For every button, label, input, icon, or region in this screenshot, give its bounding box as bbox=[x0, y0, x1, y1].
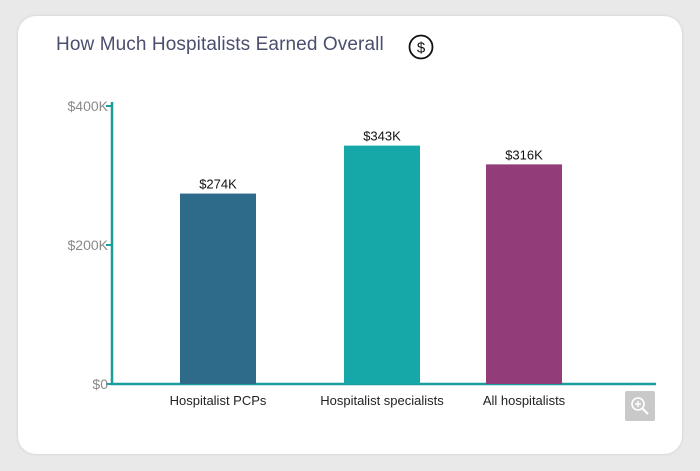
chart-title: How Much Hospitalists Earned Overall bbox=[56, 34, 384, 55]
chart-card: How Much Hospitalists Earned Overall $ $… bbox=[18, 16, 682, 454]
bar[interactable] bbox=[180, 193, 256, 384]
bar-value-label: $316K bbox=[505, 147, 543, 162]
bar-value-label: $343K bbox=[363, 129, 401, 144]
zoom-in-button[interactable] bbox=[625, 391, 655, 421]
zoom-in-icon bbox=[631, 397, 649, 415]
svg-text:$: $ bbox=[417, 40, 426, 57]
category-label: Hospitalist PCPs bbox=[170, 393, 267, 408]
bar-chart: $0 $200K $400K $274K Hospitalist PCPs $343K Ho… bbox=[68, 98, 656, 408]
dollar-circle-icon: $ bbox=[408, 34, 434, 60]
category-label: Hospitalist specialists bbox=[320, 393, 444, 408]
y-tick-label: $200K bbox=[68, 237, 109, 253]
bar[interactable] bbox=[344, 145, 420, 384]
y-tick-label: $400K bbox=[68, 98, 109, 114]
bar[interactable] bbox=[486, 164, 562, 384]
category-label: All hospitalists bbox=[483, 393, 566, 408]
bar-value-label: $274K bbox=[199, 177, 237, 192]
y-tick-label: $0 bbox=[92, 376, 108, 392]
